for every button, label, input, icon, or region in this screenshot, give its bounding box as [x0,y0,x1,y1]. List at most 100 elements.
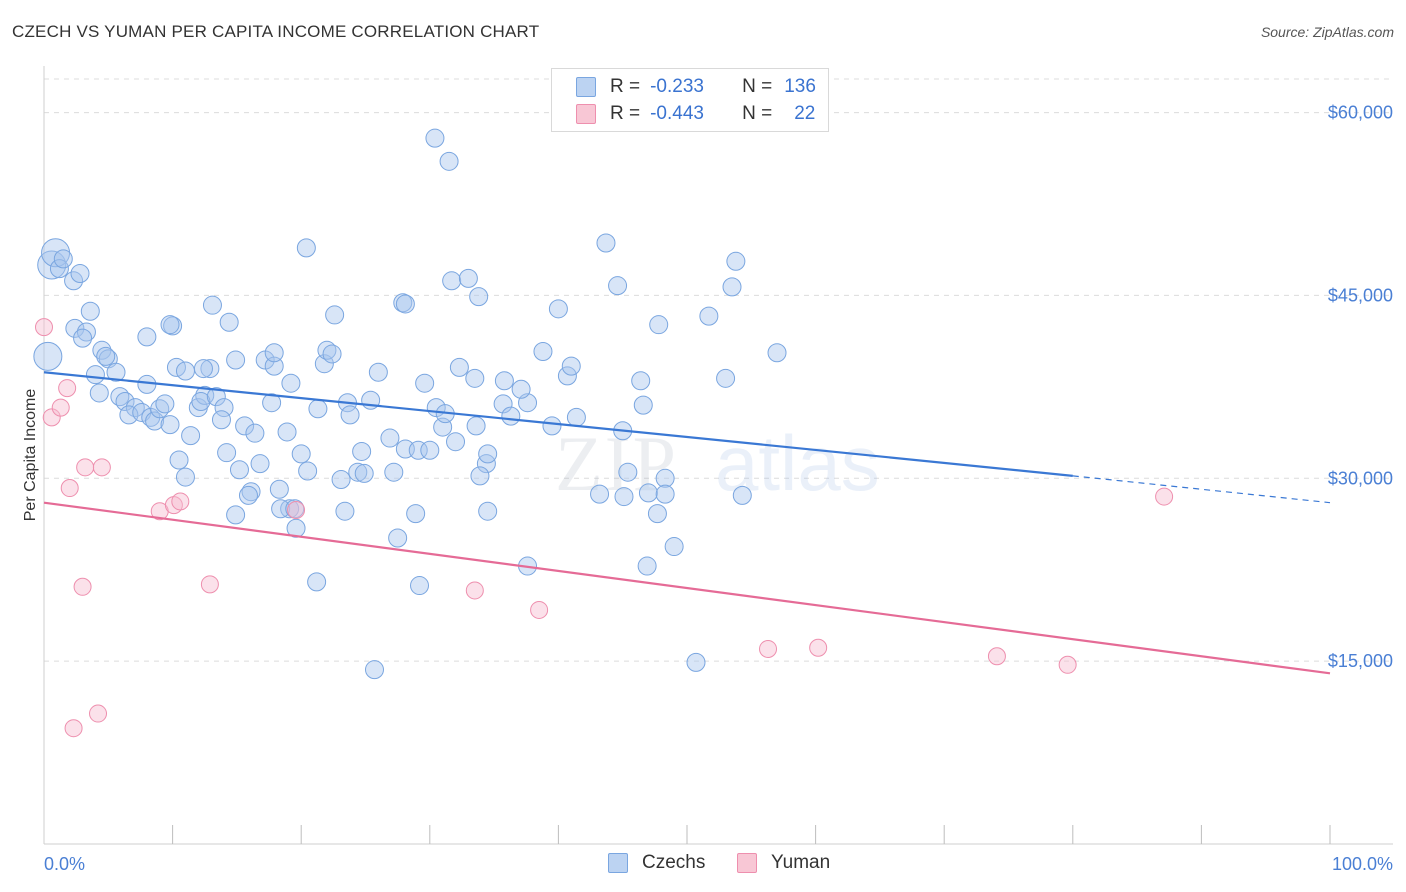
czech-point [264,343,284,363]
legend-item-yuman[interactable]: Yuman [737,852,830,874]
legend-label-yuman: Yuman [771,852,831,873]
czech-point [469,287,489,307]
yuman-point [987,647,1006,666]
czech-point [235,416,255,436]
czech-point [175,361,195,381]
czech-point [169,450,189,470]
yuman-point [809,638,828,657]
czech-point [458,268,478,288]
czech-point [354,463,374,483]
czech-point [446,432,466,452]
y-tick-label: $60,000 [1328,103,1393,123]
yuman-point [58,379,77,398]
legend-item-czechs[interactable]: Czechs [608,852,705,874]
chart-title: CZECH VS YUMAN PER CAPITA INCOME CORRELA… [12,22,540,41]
czech-point [125,398,145,418]
yuman-point [35,318,53,337]
czech-point [380,428,400,448]
czech-point [241,482,261,502]
czech-point [250,454,270,474]
yuman-point [287,500,306,519]
czech-point [655,484,675,504]
czech-point [202,295,222,315]
czech-point [214,398,234,418]
czech-point [262,393,282,413]
czech-point [494,371,514,391]
czech-point [335,501,355,521]
czech-point [561,356,581,376]
czech-point [465,368,485,388]
yuman-point [200,575,219,594]
czech-point [493,394,513,414]
czech-point [340,405,360,425]
czech-point [466,416,486,436]
czech-point [281,373,301,393]
axes [43,66,1393,845]
series-legend: Czechs Yuman [0,852,1406,878]
czech-point [732,485,752,505]
czech-point [137,374,157,394]
x-tick-label-end: 100.0% [1332,854,1393,874]
czech-point [699,306,719,326]
gridlines [44,78,1393,662]
czech-point [307,572,327,592]
legend-r-value: -0.233 [650,76,704,97]
czech-point [217,443,237,463]
legend-swatch-czechs [576,77,596,97]
czech-point [557,366,577,386]
czech-point [618,462,638,482]
yuman-point [73,577,92,596]
czech-point [476,454,496,474]
czech-point [368,362,388,382]
czech-point [631,371,651,391]
czech-point [352,441,372,461]
czech-point [33,341,63,371]
yuman-point [1058,655,1077,674]
czech-point [238,485,258,505]
stats-legend: R = -0.233 N = 136 R = -0.443 N = 22 [551,68,829,132]
czech-point [325,305,345,325]
czech-point [200,359,220,379]
y-tick-label: $15,000 [1328,651,1393,671]
legend-r-label: R = [610,76,641,97]
czech-point [533,342,553,362]
czech-point [408,440,428,460]
x-tick-label-start: 0.0% [44,854,85,874]
czech-point [73,328,93,348]
czech-point [264,356,284,376]
czech-point [245,423,265,443]
yuman-point [759,639,778,658]
czech-point [331,470,351,490]
yuman-point [171,492,190,511]
yuman-point [1155,487,1174,506]
czech-point [415,373,435,393]
czech-point [608,276,628,296]
swatch-yuman [737,853,757,873]
czech-point [449,357,469,377]
czech-point [348,462,368,482]
czech-point [269,479,289,499]
czech-point [106,362,126,382]
czech-point [410,576,430,596]
yuman-point [51,398,70,417]
czech-point [478,444,498,464]
czech-point [478,501,498,521]
czech-points [33,128,787,680]
czech-point [175,467,195,487]
czech-point [219,312,239,332]
czech-point [160,415,180,435]
czech-point [655,468,675,488]
yuman-point [465,581,484,600]
czech-point [64,271,84,291]
czech-point [767,343,787,363]
czech-point [420,440,440,460]
czech-point [145,411,165,431]
czech-point [191,391,211,411]
czech-point [511,379,531,399]
czech-point [206,387,226,407]
yuman-point [42,408,61,427]
yuman-trend-line [43,501,1331,675]
yuman-points [35,318,1174,738]
y-tick-labels: $15,000 $30,000 $45,000 $60,000 [1328,103,1393,672]
